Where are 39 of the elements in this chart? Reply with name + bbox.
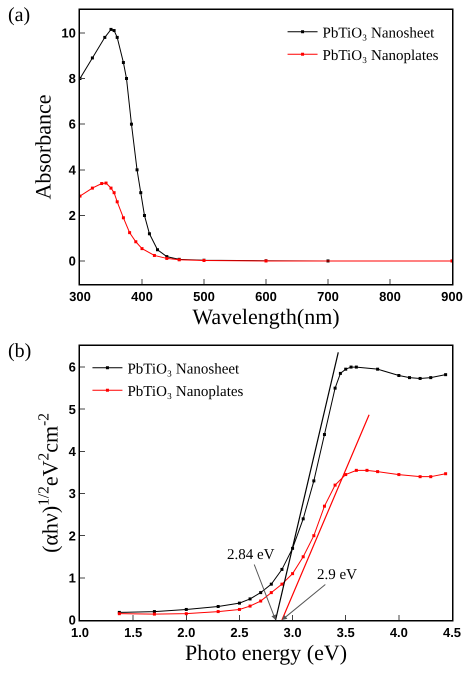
x-axis-title: Wavelength(nm) xyxy=(192,304,340,330)
x-tick-label: 700 xyxy=(317,289,339,304)
x-tick-label: 1.0 xyxy=(70,625,90,640)
y-tick-label: 0 xyxy=(68,254,76,269)
x-tick-label: 4.0 xyxy=(390,625,408,640)
y-tick-label: 3 xyxy=(68,486,76,502)
text: (a) xyxy=(8,4,30,26)
y-tick-label: 4 xyxy=(68,162,77,178)
annotation: 2.9 eV xyxy=(317,567,358,583)
legend-label: PbTiO₃ Nanosheet xyxy=(322,26,436,42)
x-tick-label: 300 xyxy=(69,289,91,304)
x-tick-label: 2.0 xyxy=(177,625,196,640)
y-tick-label: 1 xyxy=(68,570,76,586)
y-tick-label: 0 xyxy=(68,612,76,628)
x-tick-label: 800 xyxy=(379,289,401,304)
annotation: 2.84 eV xyxy=(227,547,275,563)
x-tick-label: 3.0 xyxy=(284,625,302,640)
y-tick-label: 6 xyxy=(68,360,76,375)
legend-label: PbTiO₃ Nanoplates xyxy=(322,48,439,64)
y-tick-label: 2 xyxy=(68,528,76,544)
y-tick-label: 10 xyxy=(61,25,76,40)
y-axis-title: Absorbance xyxy=(30,94,56,200)
legend-label: PbTiO₃ Nanosheet xyxy=(127,362,240,378)
text: (b) xyxy=(8,340,32,362)
y-tick-label: 2 xyxy=(68,208,76,224)
y-tick-label: 5 xyxy=(68,402,76,417)
x-tick-label: 400 xyxy=(131,289,153,304)
y-tick-label: 8 xyxy=(68,71,76,86)
x-tick-label: 500 xyxy=(193,289,215,304)
x-tick-label: 4.5 xyxy=(442,625,462,640)
legend-label: PbTiO₃ Nanoplates xyxy=(127,384,244,400)
x-tick-label: 3.5 xyxy=(336,625,355,640)
x-tick-label: 600 xyxy=(255,289,277,304)
x-tick-label: 900 xyxy=(441,289,463,304)
y-tick-label: 6 xyxy=(68,116,76,132)
x-tick-label: 2.5 xyxy=(230,625,248,640)
x-axis-title: Photo energy (eV) xyxy=(184,640,348,666)
y-tick-label: 4 xyxy=(68,444,77,459)
x-tick-label: 1.5 xyxy=(124,625,142,640)
